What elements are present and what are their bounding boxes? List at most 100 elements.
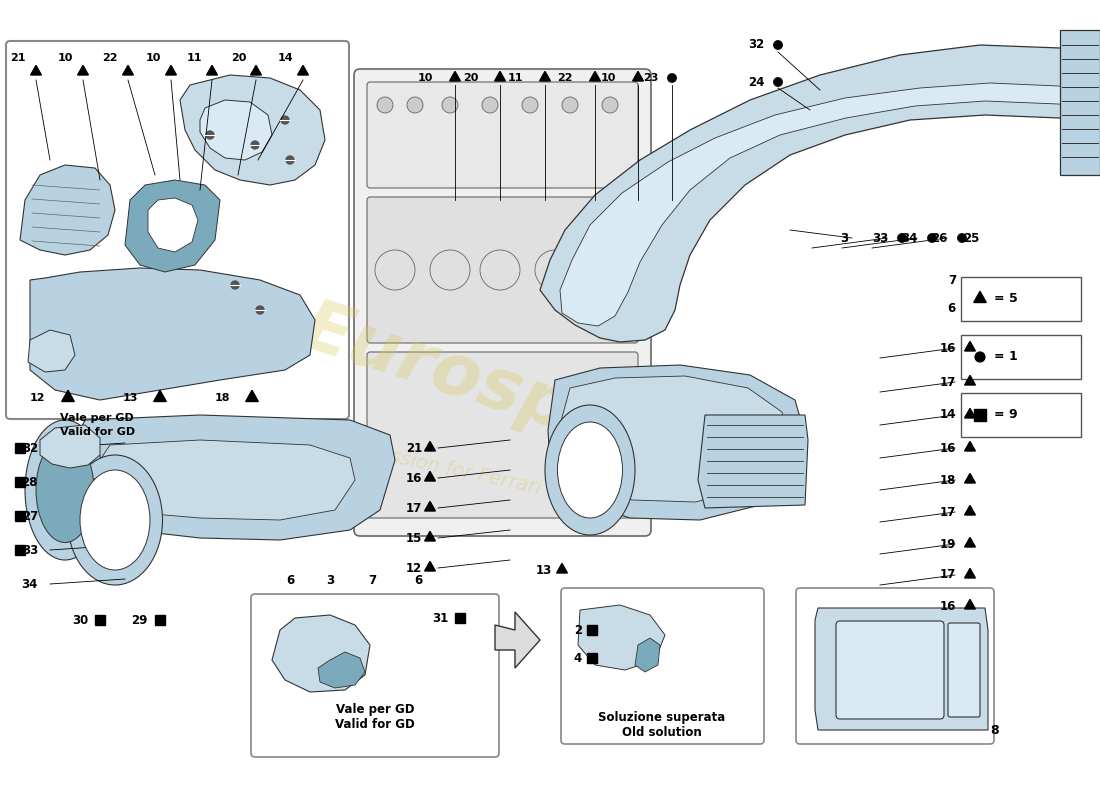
Text: 3: 3 xyxy=(326,574,334,586)
Polygon shape xyxy=(298,66,308,75)
Polygon shape xyxy=(30,268,315,400)
Polygon shape xyxy=(495,612,540,668)
Text: 16: 16 xyxy=(939,342,956,354)
Polygon shape xyxy=(590,71,601,81)
Bar xyxy=(455,614,465,623)
Ellipse shape xyxy=(544,405,635,535)
Text: 7: 7 xyxy=(367,574,376,586)
Text: 14: 14 xyxy=(277,53,293,63)
Text: 4: 4 xyxy=(574,651,582,665)
Text: 12: 12 xyxy=(30,393,45,403)
FancyBboxPatch shape xyxy=(961,335,1081,379)
Text: 22: 22 xyxy=(558,73,573,83)
Text: Vale per GD: Vale per GD xyxy=(60,413,134,423)
Polygon shape xyxy=(965,342,976,351)
Polygon shape xyxy=(560,376,788,502)
Text: 34: 34 xyxy=(902,231,918,245)
Text: 33: 33 xyxy=(22,543,38,557)
Text: 13: 13 xyxy=(122,393,138,403)
Text: 21: 21 xyxy=(406,442,422,454)
FancyBboxPatch shape xyxy=(948,623,980,717)
Text: 16: 16 xyxy=(939,599,956,613)
Circle shape xyxy=(442,97,458,113)
Circle shape xyxy=(668,74,676,82)
Text: 7: 7 xyxy=(948,274,956,286)
Polygon shape xyxy=(557,563,568,573)
Text: Eurospare: Eurospare xyxy=(293,294,707,486)
Polygon shape xyxy=(425,471,436,481)
Text: 32: 32 xyxy=(22,442,38,454)
Circle shape xyxy=(482,97,498,113)
Bar xyxy=(155,615,165,625)
Polygon shape xyxy=(560,83,1098,326)
Polygon shape xyxy=(62,390,75,402)
Polygon shape xyxy=(148,198,198,252)
Text: 11: 11 xyxy=(187,53,202,63)
Bar xyxy=(15,477,25,486)
Circle shape xyxy=(898,234,906,242)
Text: Soluzione superata: Soluzione superata xyxy=(598,711,726,725)
Polygon shape xyxy=(425,442,436,451)
Polygon shape xyxy=(122,66,133,75)
FancyBboxPatch shape xyxy=(836,621,944,719)
Polygon shape xyxy=(125,180,220,272)
Text: 15: 15 xyxy=(406,531,422,545)
FancyBboxPatch shape xyxy=(367,352,638,518)
Text: 6: 6 xyxy=(414,574,422,586)
Text: 29: 29 xyxy=(132,614,148,626)
Polygon shape xyxy=(154,390,166,402)
Polygon shape xyxy=(965,375,976,385)
Polygon shape xyxy=(635,638,660,672)
Polygon shape xyxy=(90,440,355,520)
Polygon shape xyxy=(45,415,395,540)
Polygon shape xyxy=(318,652,365,688)
Text: 13: 13 xyxy=(536,563,552,577)
Ellipse shape xyxy=(25,420,104,560)
Text: 2: 2 xyxy=(574,623,582,637)
Circle shape xyxy=(280,116,289,124)
Circle shape xyxy=(377,97,393,113)
Circle shape xyxy=(522,97,538,113)
Polygon shape xyxy=(425,562,436,571)
Ellipse shape xyxy=(67,455,163,585)
Text: 17: 17 xyxy=(939,506,956,518)
Text: 3: 3 xyxy=(840,231,848,245)
Circle shape xyxy=(407,97,424,113)
Bar xyxy=(15,511,25,521)
Text: 17: 17 xyxy=(939,375,956,389)
Text: 30: 30 xyxy=(72,614,88,626)
Text: = 5: = 5 xyxy=(994,293,1018,306)
Polygon shape xyxy=(632,71,644,81)
Text: 11: 11 xyxy=(507,73,522,83)
Ellipse shape xyxy=(36,438,94,542)
Polygon shape xyxy=(180,75,324,185)
Circle shape xyxy=(958,234,966,242)
Polygon shape xyxy=(540,45,1100,342)
FancyBboxPatch shape xyxy=(561,588,764,744)
Text: = 9: = 9 xyxy=(994,409,1018,422)
Text: 23: 23 xyxy=(642,73,658,83)
Polygon shape xyxy=(578,605,666,670)
Text: 20: 20 xyxy=(463,73,478,83)
Text: 20: 20 xyxy=(231,53,246,63)
FancyBboxPatch shape xyxy=(251,594,499,757)
Circle shape xyxy=(256,306,264,314)
Circle shape xyxy=(206,131,214,139)
Text: 27: 27 xyxy=(22,510,38,522)
Polygon shape xyxy=(965,538,976,547)
Polygon shape xyxy=(20,165,115,255)
Polygon shape xyxy=(965,408,976,418)
FancyBboxPatch shape xyxy=(367,82,638,188)
Bar xyxy=(975,410,986,421)
Text: 28: 28 xyxy=(22,475,38,489)
Polygon shape xyxy=(425,502,436,511)
Text: 18: 18 xyxy=(214,393,230,403)
Circle shape xyxy=(231,281,239,289)
Polygon shape xyxy=(1060,30,1100,175)
Text: 17: 17 xyxy=(406,502,422,514)
Polygon shape xyxy=(78,66,88,75)
Polygon shape xyxy=(31,66,42,75)
Circle shape xyxy=(773,78,782,86)
Text: Valid for GD: Valid for GD xyxy=(60,427,135,437)
Text: = 1: = 1 xyxy=(994,350,1018,363)
